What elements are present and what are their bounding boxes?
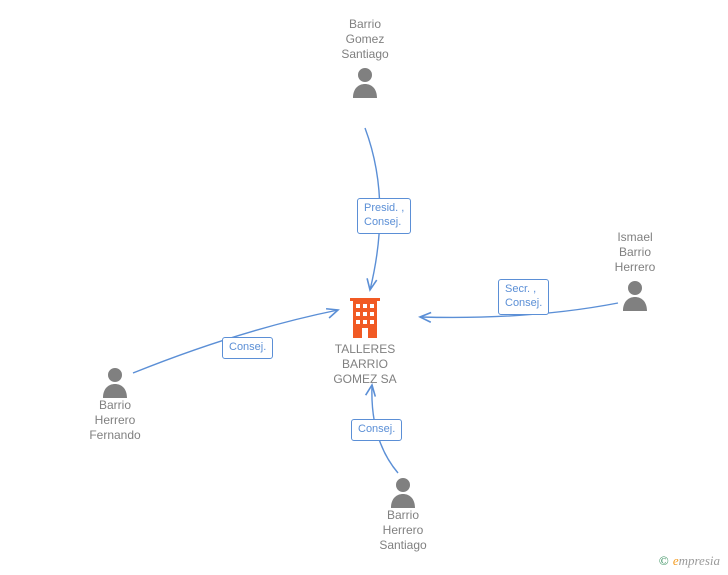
- edge-arrowhead: [420, 313, 431, 323]
- node-label: TALLERES BARRIO GOMEZ SA: [325, 342, 405, 387]
- edge-label: Consej.: [351, 419, 402, 441]
- copyright-symbol: ©: [659, 553, 669, 568]
- building-icon: [344, 292, 386, 338]
- person-icon: [620, 279, 650, 311]
- diagram-canvas: TALLERES BARRIO GOMEZ SA Barrio Gomez San…: [0, 0, 728, 575]
- brand-rest: mpresia: [679, 553, 720, 568]
- person-icon: [388, 476, 418, 508]
- person-node[interactable]: Barrio Herrero Fernando: [75, 362, 155, 443]
- central-company-node[interactable]: TALLERES BARRIO GOMEZ SA: [325, 292, 405, 387]
- person-node[interactable]: Ismael Barrio Herrero: [595, 230, 675, 311]
- edge-arrowhead: [367, 278, 377, 290]
- edge-label: Secr. , Consej.: [498, 279, 549, 315]
- person-node[interactable]: Barrio Gomez Santiago: [325, 17, 405, 98]
- edge-label: Consej.: [222, 337, 273, 359]
- watermark: ©empresia: [659, 553, 720, 569]
- node-label: Ismael Barrio Herrero: [595, 230, 675, 275]
- node-label: Barrio Herrero Fernando: [75, 398, 155, 443]
- person-node[interactable]: Barrio Herrero Santiago: [363, 472, 443, 553]
- node-label: Barrio Herrero Santiago: [363, 508, 443, 553]
- person-icon: [100, 366, 130, 398]
- edge-label: Presid. , Consej.: [357, 198, 411, 234]
- node-label: Barrio Gomez Santiago: [325, 17, 405, 62]
- person-icon: [350, 66, 380, 98]
